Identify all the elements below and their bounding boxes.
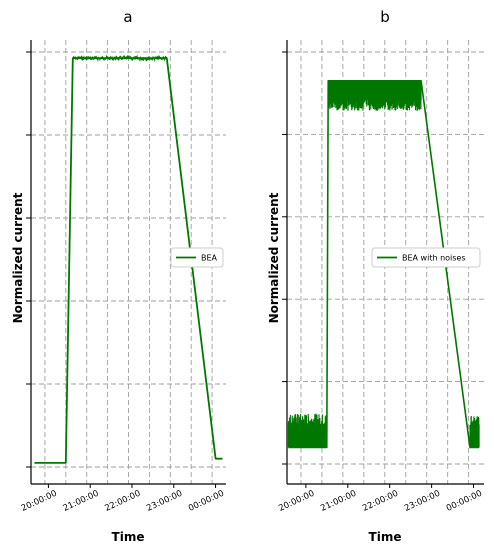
series-noise — [72, 54, 168, 63]
legend-box — [371, 247, 481, 268]
x-tick-label: 21:00:00 — [62, 489, 101, 514]
legend-label: BEA — [201, 254, 218, 263]
x-tick-label: 20:00:00 — [20, 489, 59, 514]
panel-b-ylabel: Normalized current — [267, 192, 281, 323]
x-tick-label: 00:00:00 — [187, 489, 226, 514]
x-tick-label: 23:00:00 — [403, 489, 442, 514]
panel-a-xlabel: Time — [112, 530, 145, 544]
x-tick-label: 00:00:00 — [445, 489, 484, 514]
x-tick-label: 21:00:00 — [319, 489, 358, 514]
legend-label: BEA with noises — [402, 254, 466, 263]
panel-a-ylabel: Normalized current — [11, 192, 25, 323]
x-tick-label: 22:00:00 — [103, 489, 142, 514]
series-noise-core — [470, 431, 480, 448]
series-noise-core — [288, 430, 327, 448]
x-tick-label: 23:00:00 — [145, 489, 184, 514]
panel-a: a Normalized current Time 20:00:00 21:00:… — [11, 8, 226, 544]
x-tick-label: 22:00:00 — [361, 489, 400, 514]
panel-b-xlabel: Time — [369, 530, 402, 544]
panel-a-title: a — [123, 8, 132, 26]
series-noise-core — [328, 80, 422, 96]
x-tick-label: 20:00:00 — [277, 489, 316, 514]
panel-b: b Normalized current Time 20:00:00 21:00:… — [267, 8, 484, 544]
panel-b-title: b — [380, 8, 390, 26]
legend-box — [170, 247, 224, 268]
